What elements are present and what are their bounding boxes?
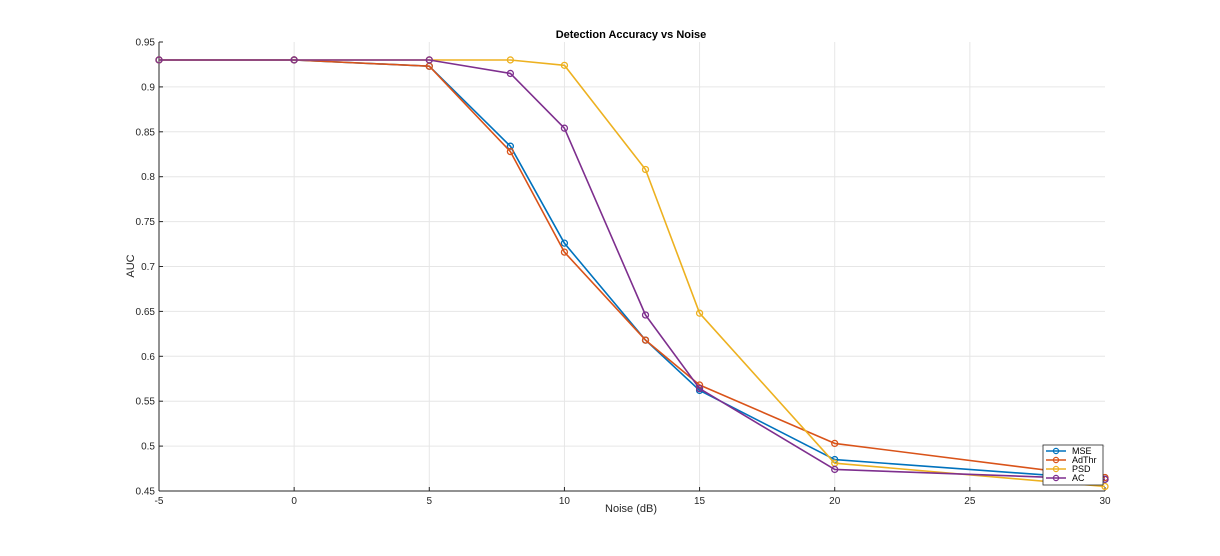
series-marker-ac	[560, 124, 569, 132]
series-marker-ac	[155, 56, 163, 64]
y-tick-label: 0.45	[136, 487, 156, 498]
x-tick-label: 0	[291, 496, 297, 507]
chart-title: Detection Accuracy vs Noise	[556, 29, 707, 41]
y-tick-label: 0.5	[141, 442, 155, 453]
x-tick-label: 30	[1099, 496, 1111, 507]
x-tick-label: -5	[155, 496, 164, 507]
legend-label-ac: AC	[1072, 473, 1085, 483]
x-tick-label: 10	[559, 496, 571, 507]
y-tick-label: 0.7	[141, 262, 155, 273]
series-group	[155, 56, 1109, 491]
legend-marker-adthr	[1052, 456, 1060, 464]
x-tick-label: 15	[694, 496, 706, 507]
legend-item-psd: PSD	[1046, 464, 1091, 474]
x-tick-label: 5	[427, 496, 433, 507]
legend-label-mse: MSE	[1072, 446, 1092, 456]
legend-marker-psd	[1052, 465, 1060, 473]
legend-item-mse: MSE	[1046, 446, 1092, 456]
series-marker-psd	[641, 165, 650, 174]
series-marker-mse	[560, 239, 569, 247]
series-marker-psd	[506, 56, 515, 64]
y-tick-label: 0.55	[136, 397, 156, 408]
series-marker-ac	[290, 56, 298, 64]
series-marker-adthr	[506, 147, 515, 156]
y-tick-label: 0.9	[141, 82, 155, 93]
legend-marker-ac	[1052, 474, 1060, 482]
series-marker-ac	[425, 56, 433, 64]
series-marker-adthr	[641, 336, 650, 344]
tick-labels: -5 0 5 10 15 20 25 30 0.45 0.5 0.55 0.6 0.65 0.7 0.75 0…	[136, 38, 1111, 508]
legend-marker-mse	[1052, 447, 1060, 455]
y-tick-label: 0.8	[141, 172, 155, 183]
y-tick-label: 0.6	[141, 352, 155, 363]
series-marker-adthr	[831, 439, 839, 448]
series-marker-ac	[695, 384, 704, 393]
x-tick-label: 25	[964, 496, 976, 507]
y-tick-label: 0.95	[136, 38, 156, 49]
x-tick-label: 20	[829, 496, 841, 507]
legend-item-adthr: AdThr	[1046, 455, 1097, 465]
series-marker-psd	[560, 61, 569, 69]
series-marker-ac	[831, 465, 839, 474]
series-marker-psd	[1101, 482, 1109, 491]
y-axis-title: AUC	[125, 254, 137, 277]
y-tick-label: 0.65	[136, 307, 156, 318]
axes	[158, 41, 1106, 492]
series-marker-ac	[506, 69, 515, 78]
legend-label-adthr: AdThr	[1072, 455, 1097, 465]
y-tick-label: 0.85	[136, 127, 156, 138]
y-tick-label: 0.75	[136, 217, 156, 228]
series-line-ac	[159, 59, 1106, 481]
x-axis-title: Noise (dB)	[605, 503, 657, 515]
series-line-adthr	[159, 59, 1106, 479]
grid	[159, 42, 1105, 491]
series-marker-adthr	[560, 248, 569, 256]
legend-label-psd: PSD	[1072, 464, 1091, 474]
series-marker-psd	[695, 309, 704, 317]
series-marker-ac	[641, 311, 650, 319]
series-ac	[155, 56, 1109, 483]
legend-item-ac: AC	[1046, 473, 1085, 483]
